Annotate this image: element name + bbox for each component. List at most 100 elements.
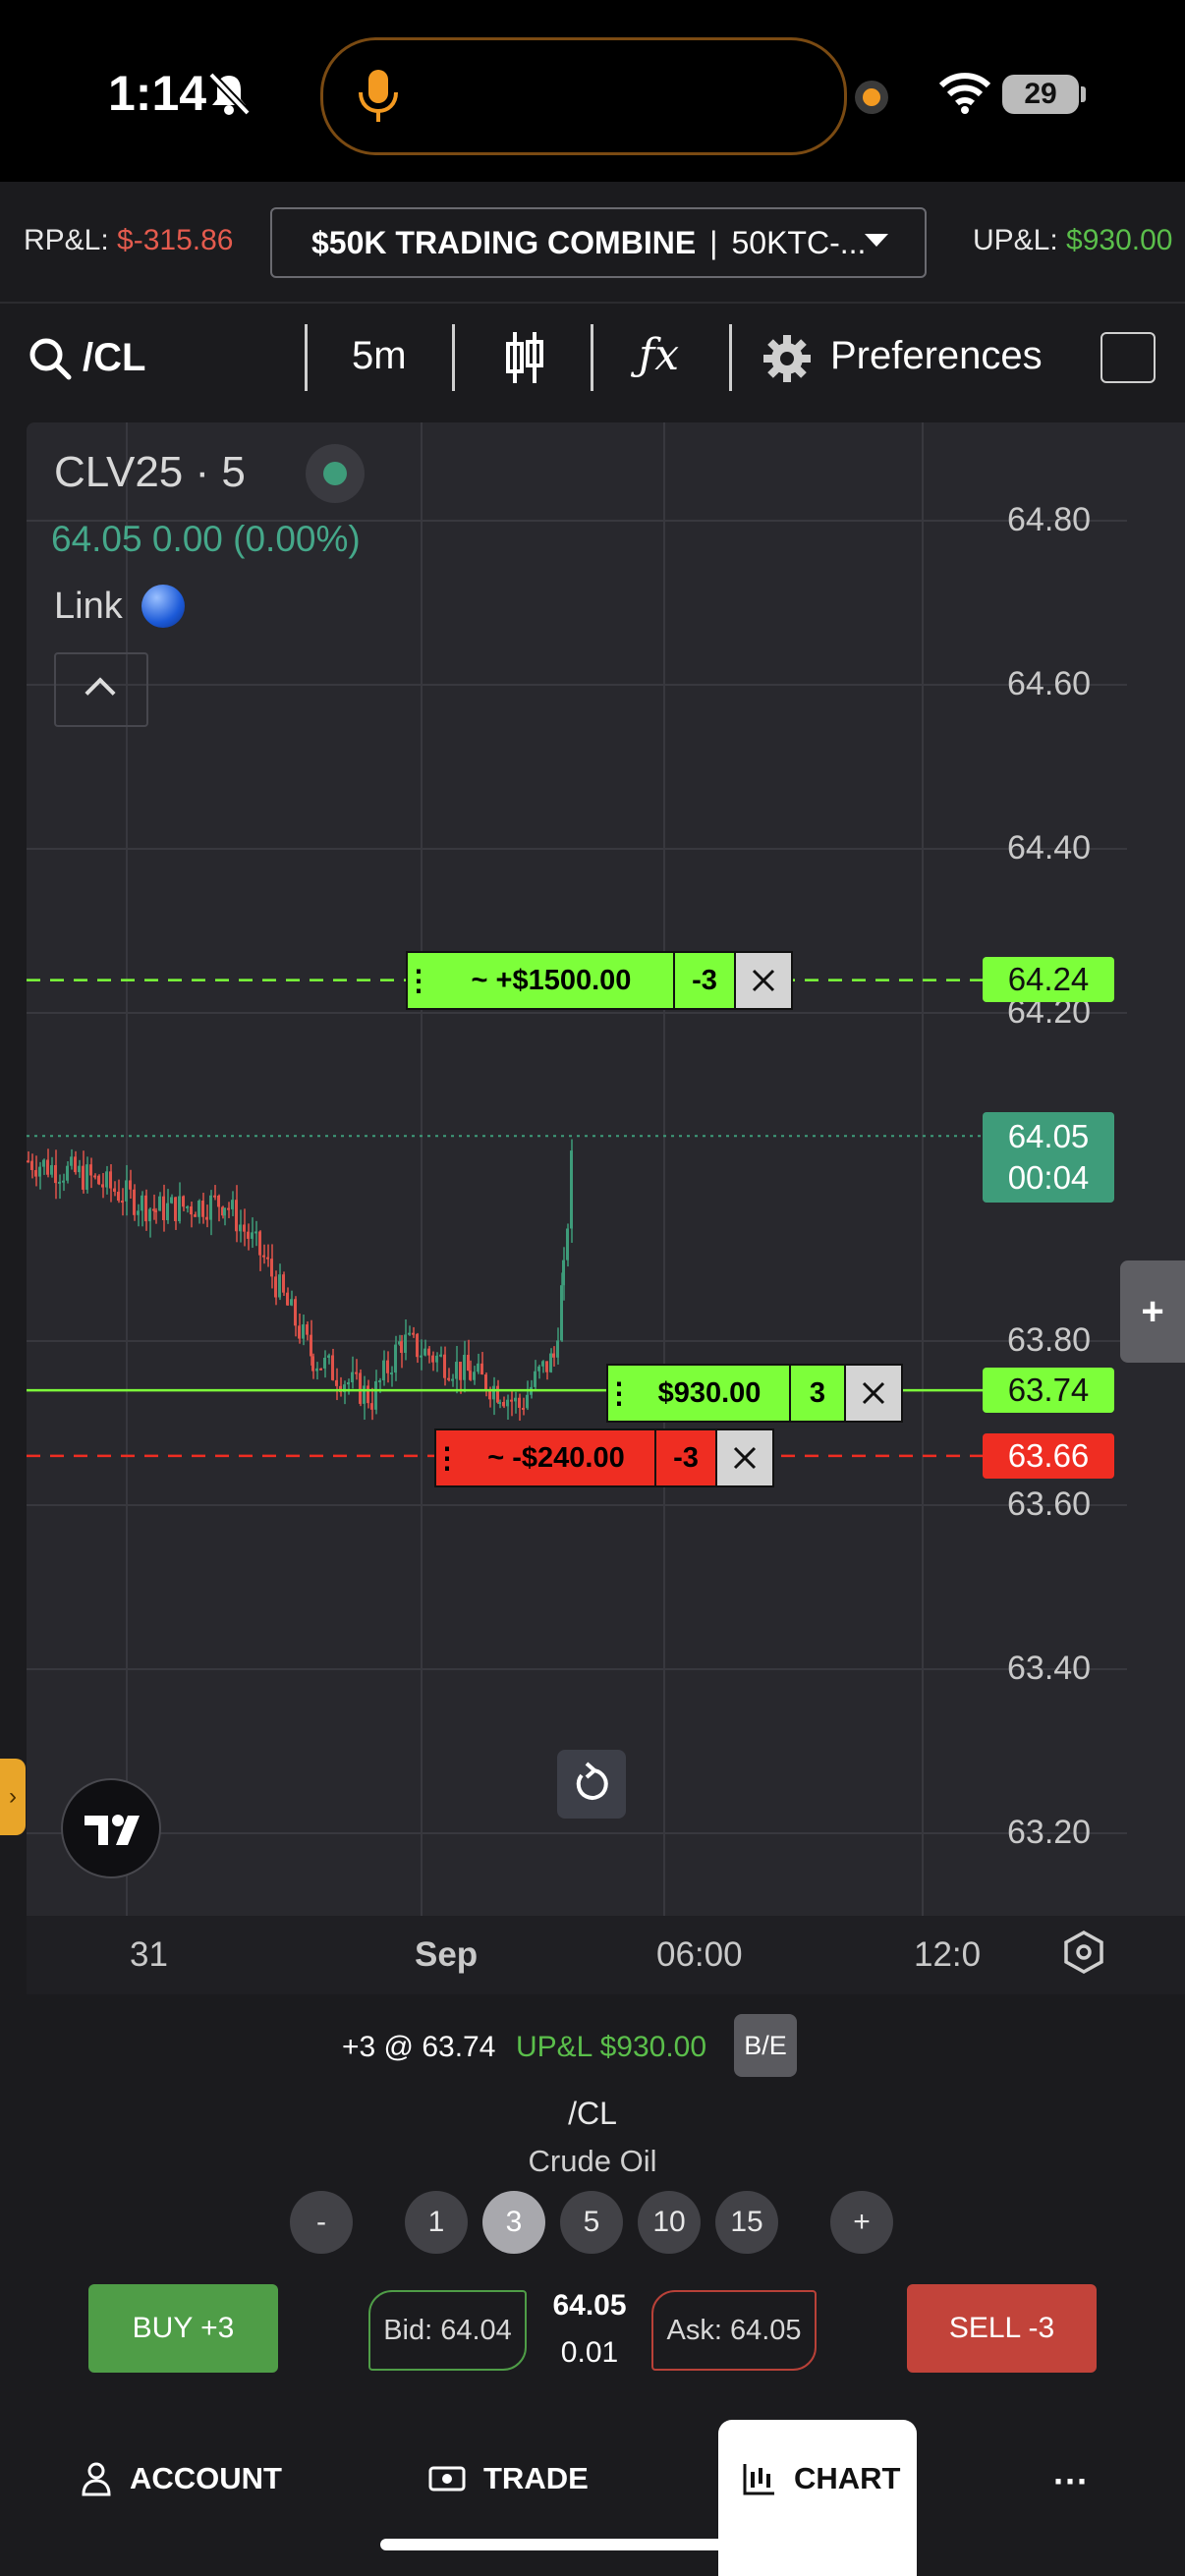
candle-body: [213, 1195, 216, 1198]
bell-muted-icon: [206, 71, 252, 121]
candle-body: [469, 1371, 472, 1380]
qty-preset-button[interactable]: 1: [405, 2191, 468, 2254]
candle-body: [294, 1299, 297, 1326]
reset-chart-button[interactable]: [557, 1750, 626, 1819]
link-color-icon[interactable]: [141, 585, 185, 628]
stop-loss-label: ~ -$240.00: [458, 1430, 656, 1485]
chevron-down-icon[interactable]: [865, 234, 888, 247]
nav-more-button[interactable]: ···: [1053, 2461, 1089, 2501]
close-icon[interactable]: [846, 1366, 901, 1421]
position-order[interactable]: ⋮ $930.00 3: [604, 1364, 903, 1423]
candle-body: [556, 1340, 559, 1358]
take-profit-order[interactable]: ⋮ ~ +$1500.00 -3: [404, 951, 793, 1010]
candle-body: [137, 1210, 140, 1215]
gear-icon[interactable]: [762, 334, 812, 388]
candle-body: [562, 1260, 565, 1286]
candle-body: [97, 1175, 100, 1185]
indicators-icon[interactable]: ƒx: [639, 330, 680, 380]
candle-body: [323, 1357, 326, 1369]
tradingview-logo-icon[interactable]: [61, 1778, 161, 1878]
candle-body: [227, 1207, 230, 1210]
nav-trade[interactable]: TRADE: [428, 2461, 589, 2496]
nav-account[interactable]: ACCOUNT: [81, 2461, 282, 2496]
side-drawer-handle[interactable]: ›: [0, 1759, 26, 1835]
take-profit-qty: -3: [675, 953, 736, 1008]
toolbar-divider: [729, 324, 732, 391]
axis-settings-icon[interactable]: [1061, 1930, 1106, 1980]
time-tick: 12:0: [914, 1935, 982, 1974]
candle-body: [435, 1355, 438, 1363]
candle-body: [351, 1372, 354, 1383]
collapse-legend-button[interactable]: [54, 652, 148, 727]
candlestick-icon[interactable]: [503, 330, 546, 390]
time-axis[interactable]: [27, 1916, 1185, 1994]
qty-preset-button[interactable]: 10: [638, 2191, 701, 2254]
candle-body: [78, 1165, 81, 1173]
account-selector[interactable]: $50K TRADING COMBINE | 50KTC-...: [270, 207, 927, 278]
close-icon[interactable]: [717, 1430, 772, 1485]
candle-body: [30, 1160, 33, 1170]
stop-loss-order[interactable]: ⋮ ~ -$240.00 -3: [432, 1428, 774, 1487]
buy-button[interactable]: BUY +3: [88, 2284, 278, 2373]
candle-body: [182, 1196, 185, 1207]
user-icon: [82, 2462, 111, 2496]
qty-preset-button[interactable]: 5: [560, 2191, 623, 2254]
search-icon[interactable]: [28, 336, 73, 386]
account-name: $50K TRADING COMBINE: [311, 224, 697, 260]
candle-body: [390, 1372, 393, 1375]
nav-trade-label: TRADE: [483, 2461, 589, 2495]
chart-icon: [743, 2464, 774, 2495]
qty-decrement-button[interactable]: -: [290, 2191, 353, 2254]
candle-body: [447, 1377, 450, 1380]
candle-body: [148, 1208, 151, 1222]
candle-body: [302, 1324, 305, 1339]
drag-handle-icon[interactable]: ⋮: [432, 1442, 462, 1475]
qty-preset-button-selected[interactable]: 3: [482, 2191, 545, 2254]
qty-preset-button[interactable]: 15: [715, 2191, 778, 2254]
close-icon[interactable]: [736, 953, 791, 1008]
drag-handle-icon[interactable]: ⋮: [404, 965, 433, 997]
candle-body: [144, 1195, 147, 1222]
candle-body: [247, 1231, 250, 1239]
layout-toggle-button[interactable]: [1100, 332, 1156, 383]
candle-body: [258, 1231, 261, 1256]
interval-button[interactable]: 5m: [352, 334, 407, 377]
candle-body: [378, 1380, 381, 1383]
candle-body: [270, 1259, 273, 1277]
drag-handle-icon[interactable]: ⋮: [604, 1377, 634, 1410]
candle-body: [455, 1362, 458, 1379]
candle-body: [129, 1180, 132, 1190]
candle-body: [190, 1205, 193, 1215]
candle-body: [343, 1384, 346, 1392]
upl-value: $930.00: [1066, 224, 1173, 256]
candle-body: [113, 1188, 116, 1193]
tick-size: 0.01: [560, 2336, 619, 2369]
sell-button[interactable]: SELL -3: [907, 2284, 1097, 2373]
candle-body: [408, 1332, 411, 1335]
add-order-button[interactable]: +: [1120, 1260, 1185, 1363]
candle-body: [34, 1169, 37, 1177]
candle-body: [492, 1385, 495, 1400]
ask-price[interactable]: Ask: 64.05: [651, 2290, 817, 2371]
price-tick: 63.20: [1007, 1814, 1092, 1851]
price-chart[interactable]: [27, 422, 1185, 1994]
nav-chart[interactable]: CHART: [743, 2461, 901, 2496]
candle-body: [331, 1355, 334, 1380]
candle-body: [158, 1196, 161, 1211]
candle-body: [101, 1184, 104, 1188]
candle-body: [463, 1355, 466, 1380]
breakeven-button[interactable]: B/E: [734, 2014, 797, 2077]
candle-body: [154, 1209, 157, 1212]
candle-body: [298, 1325, 301, 1339]
candle-body: [315, 1368, 318, 1372]
qty-increment-button[interactable]: +: [830, 2191, 893, 2254]
candle-body: [109, 1171, 112, 1189]
symbol-search[interactable]: /CL: [83, 336, 146, 379]
candle-body: [239, 1224, 242, 1232]
candle-body: [431, 1355, 434, 1363]
preferences-button[interactable]: Preferences: [830, 334, 1043, 377]
bid-price[interactable]: Bid: 64.04: [368, 2290, 527, 2371]
candle-body: [480, 1363, 483, 1375]
candle-body: [522, 1407, 525, 1410]
price-tick: 63.40: [1007, 1650, 1092, 1687]
